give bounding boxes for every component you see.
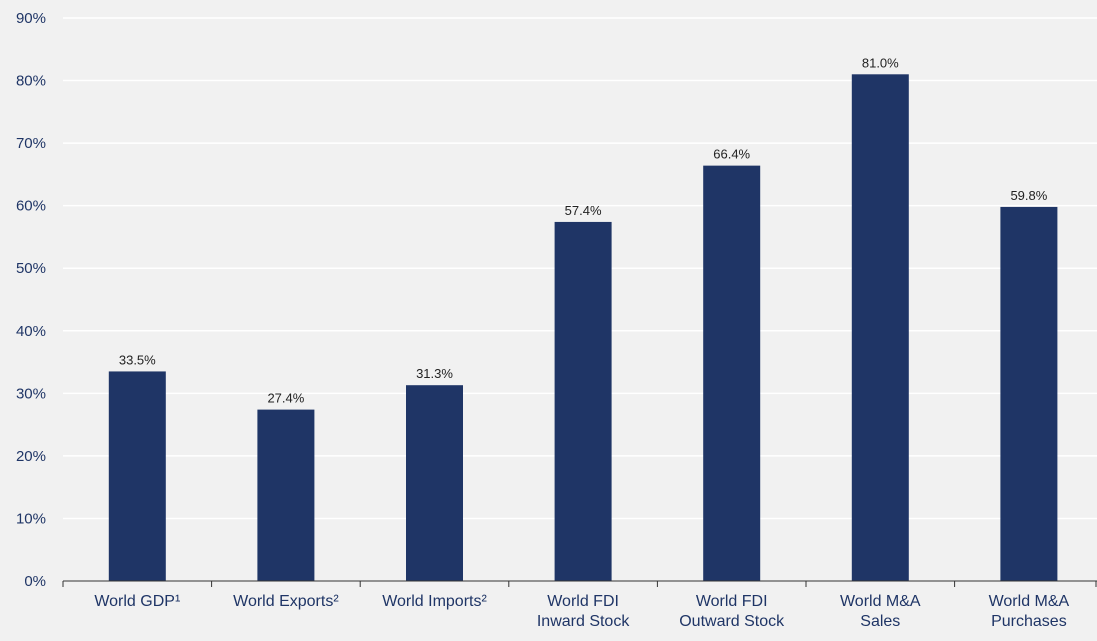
x-tick-label: World Imports² [382, 593, 487, 610]
y-tick-label: 10% [16, 510, 46, 527]
data-label: 66.4% [713, 147, 750, 162]
y-tick-label: 50% [16, 260, 46, 277]
data-label: 59.8% [1010, 188, 1047, 203]
data-label: 31.3% [416, 366, 453, 381]
data-labels: 33.5% 27.4% 31.3% 57.4% 66.4% 81.0% 59.8% [119, 55, 1048, 405]
y-tick-label: 0% [24, 573, 46, 590]
x-tick-label: World GDP¹ [94, 593, 180, 610]
bar [406, 385, 463, 581]
data-label: 81.0% [862, 55, 899, 70]
x-tick-label: World M&A Purchases [989, 593, 1070, 630]
bar [108, 371, 166, 581]
data-label: 33.5% [119, 352, 156, 367]
y-tick-label: 70% [16, 135, 46, 152]
data-label: 27.4% [267, 391, 304, 406]
bar [1000, 206, 1058, 581]
y-tick-label: 80% [16, 73, 46, 90]
bar [851, 74, 909, 582]
y-tick-label: 60% [16, 198, 46, 215]
y-tick-label: 90% [16, 10, 46, 27]
x-tick-label: World FDI Outward Stock [679, 593, 785, 630]
x-tick-label: World M&A Sales [840, 593, 921, 630]
bars [108, 74, 1058, 582]
bar [703, 165, 761, 581]
data-label: 57.4% [565, 203, 602, 218]
y-tick-label: 40% [16, 323, 46, 340]
y-tick-label: 30% [16, 385, 46, 402]
x-tick-label: World Exports² [233, 593, 339, 610]
bar [554, 221, 612, 582]
x-axis-tick-labels: World GDP¹ World Exports² World Imports² Wo… [94, 593, 1069, 630]
x-tick-label: World FDI Inward Stock [537, 593, 630, 630]
x-axis [62, 580, 1097, 587]
y-axis-tick-labels: 0% 10% 20% 30% 40% 50% 60% 70% 80% 90% [16, 10, 46, 590]
bar [257, 409, 315, 581]
y-tick-label: 20% [16, 448, 46, 465]
